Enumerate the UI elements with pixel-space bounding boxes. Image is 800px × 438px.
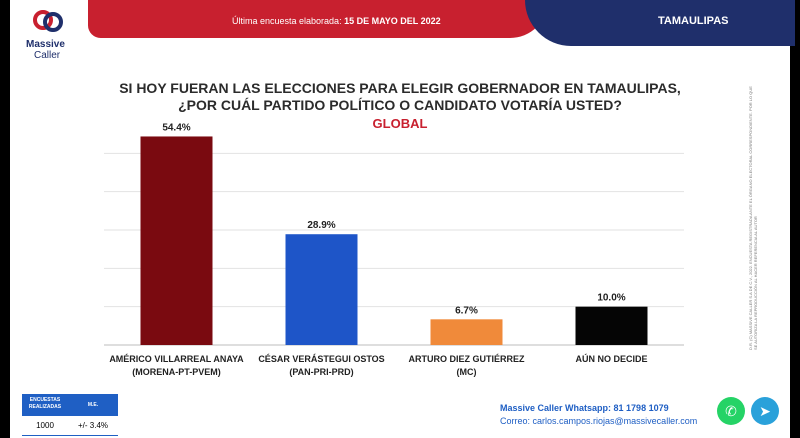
data-label: 54.4%: [162, 122, 190, 133]
chart-title-line2: ¿POR CUÁL PARTIDO POLÍTICO O CANDIDATO V…: [178, 97, 622, 113]
logo-mark-icon: [33, 10, 63, 32]
telegram-glyph: ➤: [759, 403, 771, 419]
table-divider: [22, 435, 118, 436]
survey-stats-table: ENCUESTAS REALIZADAS M.E. 1000 +/- 3.4%: [22, 394, 118, 436]
header-navy-banner: [525, 0, 795, 46]
survey-date: 15 DE MAYO DEL 2022: [344, 16, 441, 26]
logo-line2: Caller: [34, 50, 61, 61]
chart-subtitle: GLOBAL: [372, 116, 428, 131]
bar: [575, 306, 648, 345]
margin-error-value: +/- 3.4%: [77, 421, 108, 430]
category-label: CÉSAR VERÁSTEGUI OSTOS: [258, 354, 384, 364]
header-red-banner: [88, 0, 548, 38]
logo-line1: Massive: [26, 39, 65, 50]
right-border: [790, 0, 800, 438]
data-label: 10.0%: [597, 293, 625, 304]
whatsapp-glyph: ✆: [725, 403, 737, 419]
data-label: 6.7%: [455, 305, 478, 316]
category-label: AÚN NO DECIDE: [575, 353, 647, 364]
category-label-party: (MORENA-PT-PVEM): [132, 367, 221, 377]
bar: [430, 319, 503, 345]
bar: [140, 136, 213, 345]
category-label-party: (PAN-PRI-PRD): [289, 367, 353, 377]
massive-caller-logo: Massive Caller: [14, 8, 86, 64]
survey-label: Última encuesta elaborada:: [232, 16, 342, 26]
bar: [285, 234, 358, 345]
telegram-icon[interactable]: ➤: [751, 397, 779, 425]
email-contact: Correo: carlos.campos.riojas@massivecall…: [500, 416, 698, 426]
survey-date-text: Última encuesta elaborada: 15 DE MAYO DE…: [232, 16, 441, 26]
chart-title-line1: SI HOY FUERAN LAS ELECCIONES PARA ELEGIR…: [119, 80, 681, 96]
category-label: ARTURO DIEZ GUTIÉRREZ: [409, 354, 526, 364]
whatsapp-icon[interactable]: ✆: [717, 397, 745, 425]
category-label-party: (MC): [457, 367, 477, 377]
surveys-value: 1000: [36, 421, 54, 430]
data-label: 28.9%: [307, 220, 335, 231]
whatsapp-contact: Massive Caller Whatsapp: 81 1798 1079: [500, 403, 669, 413]
chart-title: SI HOY FUERAN LAS ELECCIONES PARA ELEGIR…: [60, 80, 740, 114]
category-label: AMÉRICO VILLARREAL ANAYA: [109, 354, 244, 364]
left-border: [0, 0, 10, 438]
margin-error-header: M.E.: [68, 394, 118, 416]
state-name: TAMAULIPAS: [658, 15, 729, 27]
surveys-header: ENCUESTAS REALIZADAS: [22, 394, 68, 416]
